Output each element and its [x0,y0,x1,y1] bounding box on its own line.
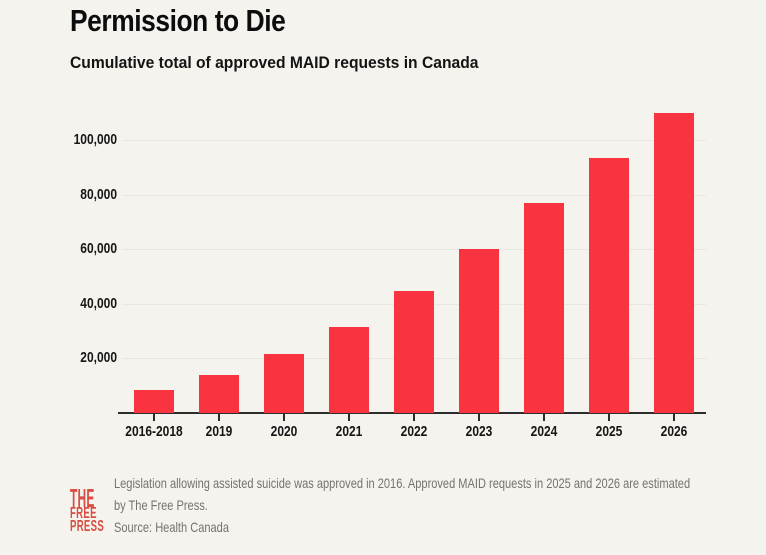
x-axis-tick [348,414,351,421]
y-tick-label: 20,000 [80,349,117,367]
x-tick-label: 2020 [270,423,298,440]
chart-note: Legislation allowing assisted suicide wa… [114,475,691,513]
bar-2026 [653,113,694,413]
y-tick-label: 100,000 [73,131,117,149]
y-tick-label: 80,000 [80,185,117,203]
y-tick-label: 40,000 [80,294,117,312]
x-axis-tick [153,414,156,421]
chart-title: Permission to Die [70,3,286,38]
x-tick-label: 2023 [465,423,493,440]
bar-2024 [523,203,564,413]
y-tick-label: 60,000 [80,240,117,258]
x-tick-label: 2026 [660,423,687,440]
gridline [122,249,706,251]
x-tick-label: 2022 [400,423,428,440]
footer-notes: Legislation allowing assisted suicide wa… [114,472,699,538]
x-axis-tick [413,414,415,421]
x-tick-label: 2025 [595,423,623,440]
x-axis-tick [672,414,675,421]
bar-2025 [588,158,629,413]
chart-subtitle: Cumulative total of approved MAID reques… [70,53,479,72]
x-axis-line [118,412,706,414]
bar-2020 [264,354,305,413]
bar-2022 [394,290,434,413]
x-axis-tick [477,414,480,421]
x-axis-tick [218,414,221,421]
logo-line-free: FREE [70,505,97,522]
x-axis-tick [542,414,545,421]
gridline [122,140,706,142]
bar-2023 [458,248,499,413]
x-tick-label: 2019 [205,423,233,440]
free-press-logo: THE FREE PRESS [70,483,127,535]
bar-2019 [199,374,240,413]
x-axis-tick [283,414,286,421]
x-tick-label: 2016-2018 [125,423,184,440]
chart-source: Source: Health Canada [114,519,229,535]
x-tick-label: 2021 [335,423,363,440]
gridline [122,194,706,196]
logo-line-the: THE [70,483,95,513]
bar-2021 [329,326,370,413]
logo-line-press: PRESS [70,518,105,535]
bar-chart: 20,000 40,000 60,000 80,000 100,000 2016-2018… [73,113,706,440]
x-tick-label: 2024 [530,423,558,440]
bar-2016-2018 [134,390,175,413]
x-axis-tick [607,414,610,421]
